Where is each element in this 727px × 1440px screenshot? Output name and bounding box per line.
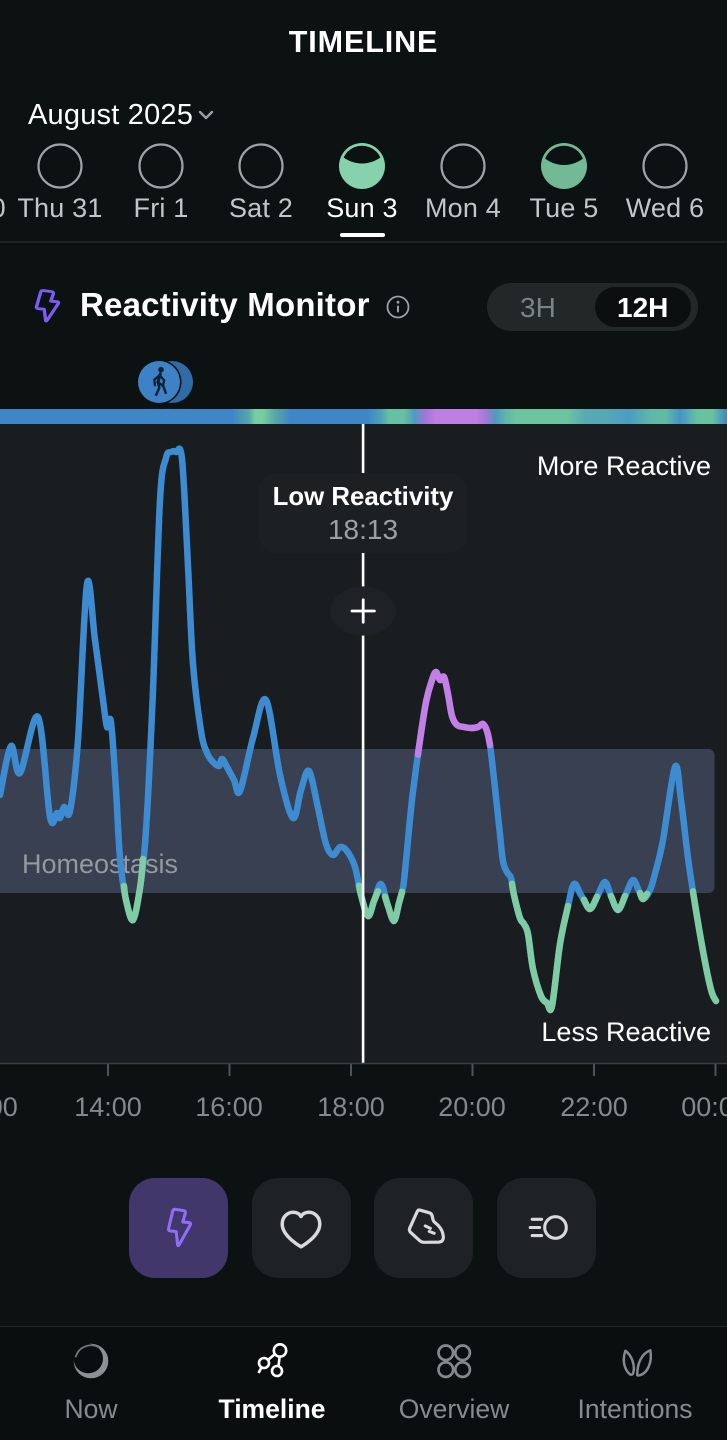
svg-text:Homeostasis: Homeostasis: [22, 849, 178, 879]
svg-text:More Reactive: More Reactive: [537, 451, 711, 481]
svg-text:Less Reactive: Less Reactive: [541, 1017, 711, 1047]
svg-text:Low Reactivity: Low Reactivity: [273, 483, 454, 511]
svg-text:18:13: 18:13: [328, 514, 398, 545]
